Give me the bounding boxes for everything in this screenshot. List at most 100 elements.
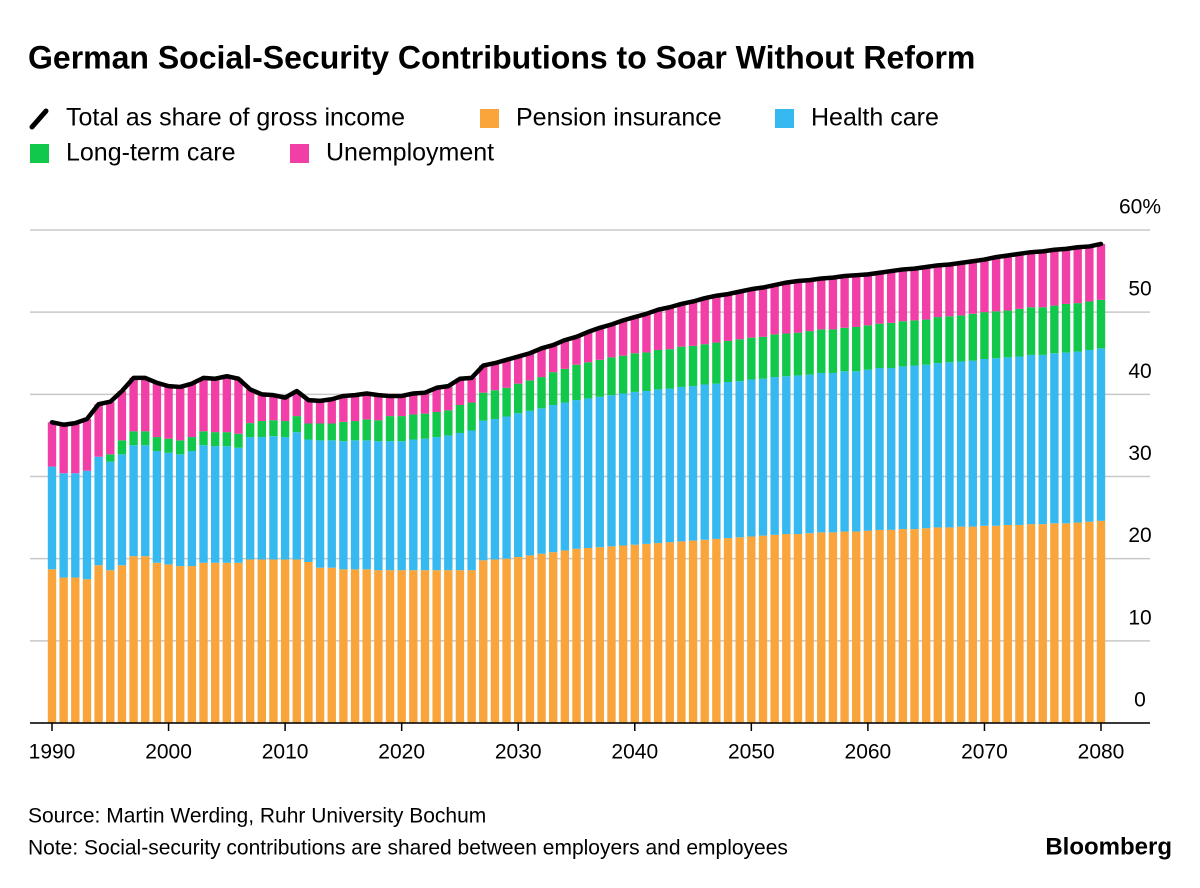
- bar-segment: [572, 548, 581, 723]
- bar-segment: [665, 307, 674, 350]
- bar-segment: [805, 331, 814, 375]
- bar-segment: [1015, 356, 1024, 525]
- bar-segment: [47, 569, 57, 723]
- bar-segment: [152, 562, 162, 723]
- bar-segment: [945, 527, 954, 723]
- bar-segment: [642, 352, 651, 392]
- legend-swatch: [290, 144, 309, 163]
- y-tick-label: 30: [1128, 442, 1151, 465]
- bar-segment: [176, 440, 185, 455]
- bar-segment: [234, 378, 243, 434]
- bar-segment: [129, 445, 138, 557]
- bar-segment: [117, 454, 127, 566]
- x-tick-label: 2050: [728, 741, 775, 764]
- bar-segment: [385, 441, 395, 571]
- bar-segment: [59, 577, 68, 723]
- bar-segment: [385, 395, 395, 417]
- bar-segment: [805, 374, 814, 534]
- bar-segment: [817, 532, 826, 723]
- y-tick-label: 10: [1128, 606, 1151, 629]
- bar-segment: [548, 405, 558, 553]
- bar-segment: [898, 321, 908, 367]
- bar-segment: [327, 567, 336, 723]
- bar-segment: [700, 384, 709, 540]
- bar-segment: [455, 432, 465, 571]
- bar-segment: [887, 368, 896, 530]
- bar-segment: [444, 386, 453, 411]
- bar-segment: [1085, 349, 1094, 522]
- bar-segment: [164, 564, 173, 723]
- bar-segment: [176, 566, 185, 723]
- bar-segment: [1061, 352, 1071, 524]
- bar-segment: [1015, 253, 1024, 309]
- bar-segment: [409, 439, 418, 571]
- bar-segment: [1061, 303, 1071, 353]
- bar-segment: [817, 329, 826, 373]
- y-tick-label: 40: [1128, 360, 1151, 383]
- bar-segment: [653, 349, 663, 390]
- bar-segment: [362, 569, 371, 723]
- bar-segment: [607, 324, 616, 358]
- bar-segment: [199, 562, 208, 723]
- bar-segment: [956, 526, 966, 723]
- bar-segment: [269, 420, 278, 437]
- bar-segment: [665, 388, 674, 543]
- bar-segment: [1096, 348, 1106, 521]
- bar-segment: [980, 312, 989, 360]
- bar-segment: [548, 345, 558, 373]
- x-tick-label: 2040: [611, 741, 658, 764]
- bar-segment: [467, 377, 476, 403]
- y-tick-label: 60%: [1119, 196, 1161, 219]
- bar-segment: [723, 340, 733, 383]
- bar-segment: [210, 446, 220, 563]
- bar-segment: [968, 313, 977, 361]
- bar-segment: [688, 386, 698, 541]
- bar-segment: [688, 301, 698, 346]
- bar-segment: [677, 386, 686, 542]
- bar-segment: [1038, 307, 1047, 355]
- bar-segment: [537, 348, 546, 378]
- bar-segment: [269, 559, 278, 723]
- x-tick-label: 2060: [845, 741, 892, 764]
- bar-segment: [735, 537, 744, 723]
- bar-segment: [945, 264, 954, 317]
- bar-segment: [315, 440, 325, 568]
- bar-segment: [933, 265, 943, 318]
- bar-segment: [82, 470, 92, 580]
- bar-segment: [956, 315, 966, 362]
- bar-segment: [397, 395, 406, 417]
- bar-segment: [921, 319, 931, 365]
- bar-segment: [106, 570, 115, 723]
- bar-segment: [758, 378, 768, 536]
- legend-item: Total as share of gross income: [29, 104, 405, 132]
- bar-segment: [245, 559, 255, 723]
- note: Note: Social-security contributions are …: [28, 837, 788, 860]
- bar-segment: [385, 416, 395, 442]
- bar-segment: [420, 438, 430, 571]
- bar-segment: [747, 337, 756, 380]
- bar-segment: [199, 431, 208, 446]
- bar-segment: [758, 287, 768, 337]
- bar-segment: [502, 359, 511, 388]
- bar-segment: [141, 431, 150, 446]
- bar-segment: [1073, 247, 1082, 304]
- bar-segment: [222, 446, 232, 563]
- bar-segment: [852, 531, 861, 723]
- bar-segment: [1096, 520, 1106, 723]
- bar-segment: [642, 543, 651, 723]
- bar-segment: [339, 441, 348, 570]
- bar-segment: [1026, 354, 1036, 525]
- bar-segment: [712, 342, 721, 384]
- bar-segment: [304, 561, 313, 723]
- bar-segment: [607, 357, 616, 396]
- bar-segment: [630, 391, 639, 545]
- total-line: [49, 241, 1104, 427]
- legend-swatch: [480, 109, 499, 128]
- bar-segment: [560, 368, 570, 403]
- bar-segment: [770, 285, 779, 335]
- x-tick-label: 1990: [29, 741, 76, 764]
- bar-segment: [653, 309, 663, 350]
- bar-segment: [852, 275, 861, 327]
- bar-segment: [700, 539, 709, 723]
- bar-segment: [164, 452, 173, 565]
